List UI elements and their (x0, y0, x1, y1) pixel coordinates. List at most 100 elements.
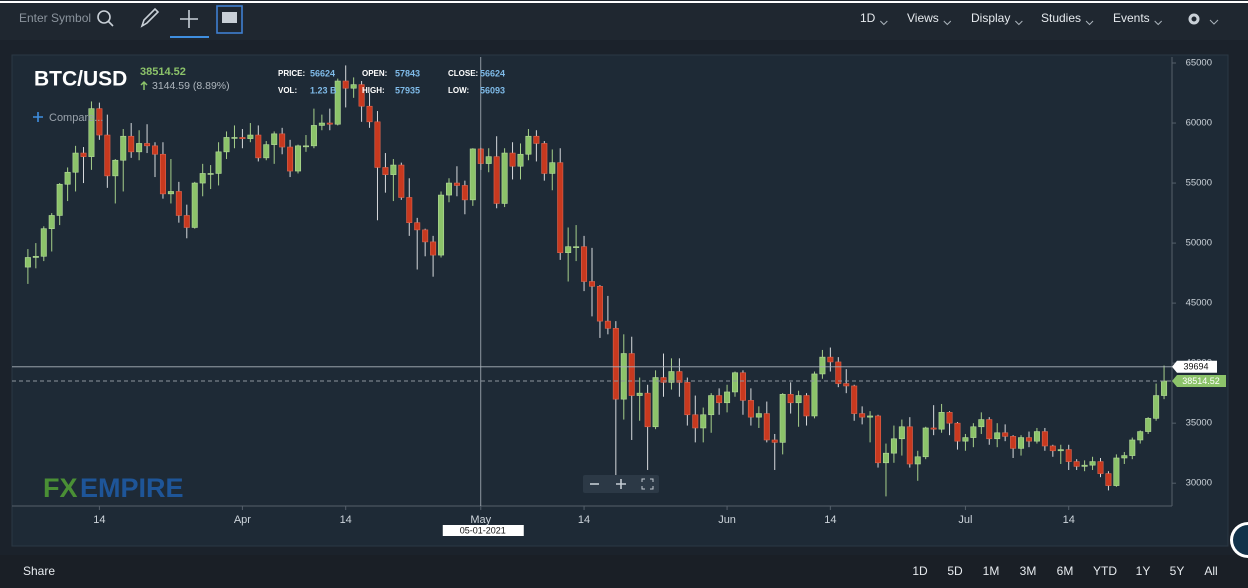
readout-label: LOW: (448, 86, 469, 95)
candle-body (207, 173, 214, 175)
menu-item[interactable]: Display (971, 11, 1010, 25)
candle-body (72, 152, 79, 173)
candle-body (954, 422, 961, 442)
candle-body (676, 371, 683, 383)
x-tick-label: Jul (958, 514, 972, 526)
candle-body (795, 395, 802, 404)
toolbar (0, 0, 1248, 40)
candle-body (1057, 449, 1064, 452)
candle-body (565, 246, 572, 253)
comment-tool[interactable] (216, 5, 243, 34)
candle-body (573, 246, 580, 248)
range-button[interactable]: 5Y (1170, 564, 1185, 578)
x-tick-label: 14 (1063, 514, 1075, 526)
readout-label: CLOSE: (448, 69, 478, 78)
candle-body (1073, 461, 1080, 467)
candle-body (382, 167, 389, 175)
candle-body (1121, 455, 1128, 459)
y-tick-label: 35000 (1186, 418, 1212, 429)
readout-label: VOL: (278, 86, 297, 95)
search-icon[interactable] (97, 10, 111, 24)
candle-body (40, 228, 47, 257)
compare-button[interactable]: Compare... (49, 112, 103, 124)
candle-body (414, 222, 421, 231)
y-tick-label: 50000 (1186, 238, 1212, 249)
x-tick-label: 14 (93, 514, 105, 526)
candle-body (604, 320, 611, 329)
range-button[interactable]: 3M (1020, 564, 1037, 578)
candle-body (1153, 395, 1160, 419)
zoom-in[interactable] (616, 479, 626, 489)
candle-body (906, 426, 913, 465)
candle-body (1129, 439, 1136, 456)
y-tick-label: 65000 (1186, 58, 1212, 69)
share-button[interactable]: Share (23, 564, 55, 578)
candle-body (1025, 437, 1032, 442)
settings-icon[interactable] (1188, 13, 1200, 25)
candle-body (843, 383, 850, 387)
candle-body (501, 152, 508, 204)
range-button[interactable]: 1D (912, 564, 928, 578)
candle-body (96, 108, 103, 136)
compare-icon[interactable] (33, 112, 43, 122)
candle-body (898, 426, 905, 440)
candle-body (88, 108, 95, 157)
candle-body (144, 143, 151, 147)
candle-body (835, 361, 842, 384)
settings-chevron[interactable] (1209, 19, 1219, 25)
menu-chevron[interactable] (879, 20, 888, 26)
menu-chevron[interactable] (1085, 20, 1094, 26)
watermark-empire: EMPIRE (80, 473, 184, 503)
menu-item[interactable]: 1D (860, 11, 876, 25)
watermark-fx: FX (43, 473, 78, 503)
candle-body (247, 134, 254, 139)
range-button[interactable]: 1Y (1136, 564, 1151, 578)
candle-body (859, 413, 866, 418)
toolbar-icons (97, 5, 243, 34)
candle-body (1113, 457, 1120, 486)
candle-body (914, 456, 921, 465)
range-button[interactable]: YTD (1093, 564, 1117, 578)
candle-body (660, 377, 667, 383)
candle-body (628, 353, 635, 396)
range-button[interactable]: 5D (947, 564, 963, 578)
candle-body (994, 432, 1001, 440)
candle-body (263, 144, 270, 159)
candle-body (112, 159, 119, 177)
crosshair-price-tag (1172, 360, 1217, 373)
crosshair-date: 05-01-2021 (460, 525, 506, 535)
range-button[interactable]: 6M (1057, 564, 1074, 578)
candle-body (724, 391, 731, 404)
readout-value: 56624 (480, 68, 505, 78)
candle-body (1089, 461, 1096, 466)
draw-icon[interactable] (140, 7, 160, 28)
menu-item[interactable]: Views (907, 11, 939, 25)
readout-label: OPEN: (362, 69, 387, 78)
candle-body (1010, 436, 1017, 449)
menu-chevron[interactable] (943, 20, 952, 26)
menu-chevron[interactable] (1015, 20, 1023, 26)
menu-item[interactable]: Events (1113, 11, 1150, 25)
candle-body (588, 281, 595, 287)
chart-panel (11, 54, 1229, 547)
candle-body (390, 164, 397, 175)
search-input[interactable]: Enter Symbol (19, 11, 91, 25)
candle-body (970, 426, 977, 438)
readout-value: 56093 (480, 85, 505, 95)
candle-body (700, 414, 707, 429)
range-button[interactable]: 1M (983, 564, 1000, 578)
menu-chevron[interactable] (1154, 20, 1163, 26)
last-price: 38514.52 (140, 66, 186, 78)
readout-value: 1.23 B (310, 85, 337, 95)
candle-body (56, 183, 63, 216)
candle-body (946, 412, 953, 424)
fullscreen[interactable] (641, 478, 654, 490)
candle-body (803, 395, 810, 417)
footer (0, 555, 1248, 588)
candle-body (819, 356, 826, 375)
candle-body (485, 156, 492, 164)
range-button[interactable]: All (1204, 564, 1217, 578)
candle-body (747, 400, 754, 418)
menu-item[interactable]: Studies (1041, 11, 1081, 25)
candle-body (1049, 445, 1056, 452)
